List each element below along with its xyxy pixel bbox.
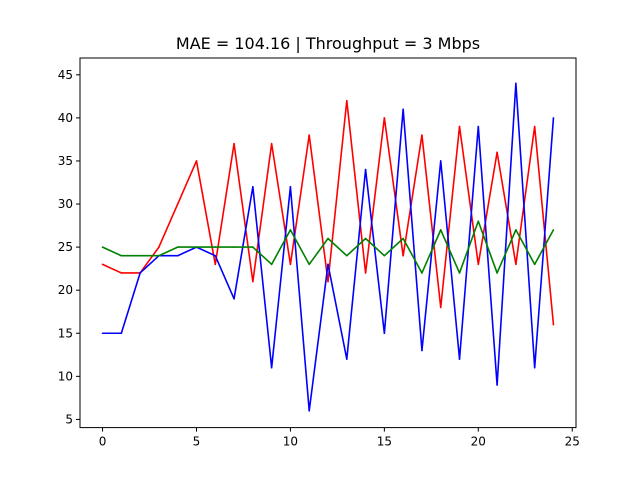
data-point — [515, 82, 517, 85]
y-tick-label: 30 — [58, 197, 73, 211]
data-point — [308, 263, 311, 266]
data-point — [458, 125, 461, 128]
data-point — [270, 263, 273, 266]
data-point — [364, 168, 367, 171]
data-point — [345, 254, 348, 257]
data-point — [533, 125, 536, 128]
data-point — [139, 254, 141, 257]
data-point — [270, 366, 273, 369]
data-point — [496, 272, 498, 274]
data-point — [439, 229, 442, 231]
plot-area-frame — [79, 57, 577, 429]
data-point — [364, 237, 367, 240]
red-series-line-points — [101, 99, 555, 326]
data-point — [252, 246, 254, 248]
data-point — [439, 160, 442, 162]
data-point — [345, 358, 348, 360]
data-point — [176, 203, 179, 205]
data-point — [515, 263, 517, 266]
data-point — [252, 280, 254, 283]
data-point — [214, 246, 217, 248]
data-point — [327, 237, 329, 240]
data-point — [176, 254, 179, 257]
data-point — [195, 160, 198, 162]
y-tick-label: 25 — [58, 240, 73, 254]
data-point — [383, 332, 386, 335]
data-point — [327, 280, 329, 283]
series-layer — [101, 82, 555, 412]
data-point — [158, 254, 160, 257]
blue-series-line-points — [101, 82, 555, 412]
data-point — [552, 117, 555, 119]
y-tick-label: 10 — [58, 369, 73, 383]
y-tick-label: 40 — [58, 111, 73, 125]
data-point — [421, 134, 423, 136]
data-point — [289, 229, 292, 231]
data-point — [496, 384, 498, 386]
data-point — [477, 263, 480, 266]
data-point — [533, 263, 536, 266]
data-point — [552, 229, 555, 231]
data-point — [345, 99, 348, 102]
data-point — [233, 298, 235, 300]
data-point — [458, 358, 461, 360]
data-point — [421, 349, 423, 352]
chart-title: MAE = 104.16 | Throughput = 3 Mbps — [176, 34, 480, 53]
data-point — [402, 108, 404, 111]
x-tick-label: 20 — [471, 435, 486, 449]
data-point — [533, 366, 536, 369]
y-tick-label: 5 — [65, 412, 73, 426]
data-point — [477, 220, 480, 223]
data-point — [308, 134, 311, 136]
data-point — [176, 246, 179, 248]
data-point — [402, 237, 404, 240]
data-point — [327, 263, 329, 266]
green-series-line-points — [101, 220, 555, 274]
axis-layer: 0 5 10 15 20 25 5 10 15 20 25 30 35 40 45 — [58, 68, 580, 449]
data-point — [383, 117, 386, 119]
data-point — [402, 254, 404, 257]
x-tick-label: 15 — [377, 435, 392, 449]
x-tick-label: 0 — [99, 435, 107, 449]
data-point — [439, 306, 442, 309]
x-tick-label: 25 — [565, 435, 580, 449]
data-point — [477, 125, 480, 128]
data-point — [364, 272, 367, 274]
x-tick-label: 5 — [193, 435, 201, 449]
data-point — [289, 186, 292, 188]
y-tick-label: 35 — [58, 154, 73, 168]
data-point — [552, 323, 555, 326]
data-point — [101, 246, 104, 248]
data-point — [458, 272, 461, 274]
data-point — [515, 229, 517, 231]
data-point — [120, 272, 123, 274]
data-point — [421, 272, 423, 274]
y-tick-label: 15 — [58, 326, 73, 340]
data-point — [101, 263, 104, 266]
data-point — [496, 151, 498, 154]
x-tick-label: 10 — [283, 435, 298, 449]
data-point — [383, 254, 386, 257]
data-point — [158, 246, 160, 248]
y-tick-label: 20 — [58, 283, 73, 297]
data-point — [120, 254, 123, 257]
data-point — [308, 410, 311, 412]
data-point — [214, 254, 217, 257]
data-point — [101, 332, 104, 335]
data-point — [289, 263, 292, 266]
data-point — [270, 142, 273, 145]
data-point — [214, 263, 217, 266]
data-point — [233, 142, 235, 145]
data-point — [120, 332, 123, 335]
data-point — [233, 246, 235, 248]
data-point — [139, 272, 141, 274]
data-point — [252, 186, 254, 188]
y-tick-label: 45 — [58, 68, 73, 82]
data-point — [195, 246, 198, 248]
